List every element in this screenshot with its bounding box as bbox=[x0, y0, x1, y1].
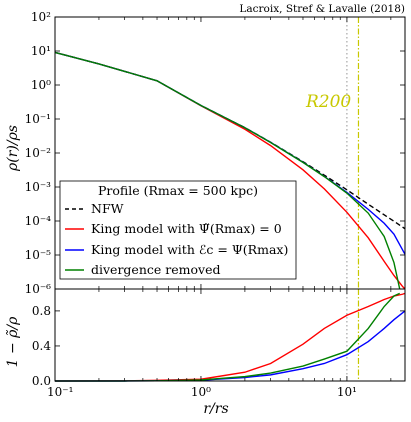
legend-box bbox=[59, 180, 297, 280]
top-series-line bbox=[54, 51, 401, 290]
legend-title: Profile (Rmax = 500 kpc) bbox=[98, 183, 258, 198]
bottom-series-line bbox=[55, 292, 401, 382]
bottom-y-tick-label: 0.0 bbox=[32, 374, 51, 388]
bottom-plot-frame bbox=[54, 288, 406, 382]
top-y-tick-label: 10¹ bbox=[31, 44, 51, 58]
bottom-panel: 0.0 0.4 0.8 10⁻¹ 10⁰ 10¹ bbox=[32, 288, 406, 399]
x-axis-title: r/rs bbox=[203, 401, 228, 417]
top-y-tick-label: 10⁻¹ bbox=[25, 112, 51, 126]
bottom-series-line bbox=[54, 292, 406, 382]
legend-entry-nfw: NFW bbox=[91, 201, 124, 216]
top-y-tick-label: 10⁻³ bbox=[25, 180, 52, 194]
top-y-tick-label: 10⁻⁵ bbox=[25, 248, 52, 262]
top-panel: 10² 10¹ 10⁰ 10⁻¹ 10⁻² 10⁻³ 10⁻⁴ 10⁻⁵ 10⁻⁶ bbox=[25, 10, 406, 296]
legend-entry-king-ec: King model with ℰc = Ψ(Rmax) bbox=[91, 242, 288, 257]
bottom-y-tick-label: 0.4 bbox=[32, 339, 51, 353]
top-y-tick-label: 10⁻⁶ bbox=[25, 282, 52, 296]
bottom-x-tick-label: 10⁻¹ bbox=[47, 385, 73, 399]
bottom-y-axis-title: 1 − ρ̃/ρ bbox=[5, 316, 21, 367]
top-y-tick-label: 10⁻² bbox=[25, 146, 52, 160]
legend-entry-king-zero: King model with Ψ̃(Rmax) = 0 bbox=[91, 221, 282, 236]
top-y-tick-label: 10⁻⁴ bbox=[25, 214, 52, 228]
top-y-tick-label: 10⁰ bbox=[31, 78, 51, 92]
bottom-x-tick-label: 10¹ bbox=[337, 385, 357, 399]
bottom-y-tick-label: 0.8 bbox=[32, 304, 51, 318]
top-y-tick-label: 10² bbox=[31, 10, 51, 24]
bottom-x-tick-label: 10⁰ bbox=[191, 385, 211, 399]
citation-annotation: Lacroix, Stref & Lavalle (2018) bbox=[239, 3, 405, 15]
legend-entry-divergence: divergence removed bbox=[91, 262, 220, 277]
r200-label: R200 bbox=[305, 92, 351, 112]
legend: Profile (Rmax = 500 kpc) NFW King model … bbox=[59, 180, 297, 280]
top-y-axis-title: ρ(r)/ρs bbox=[5, 125, 21, 172]
